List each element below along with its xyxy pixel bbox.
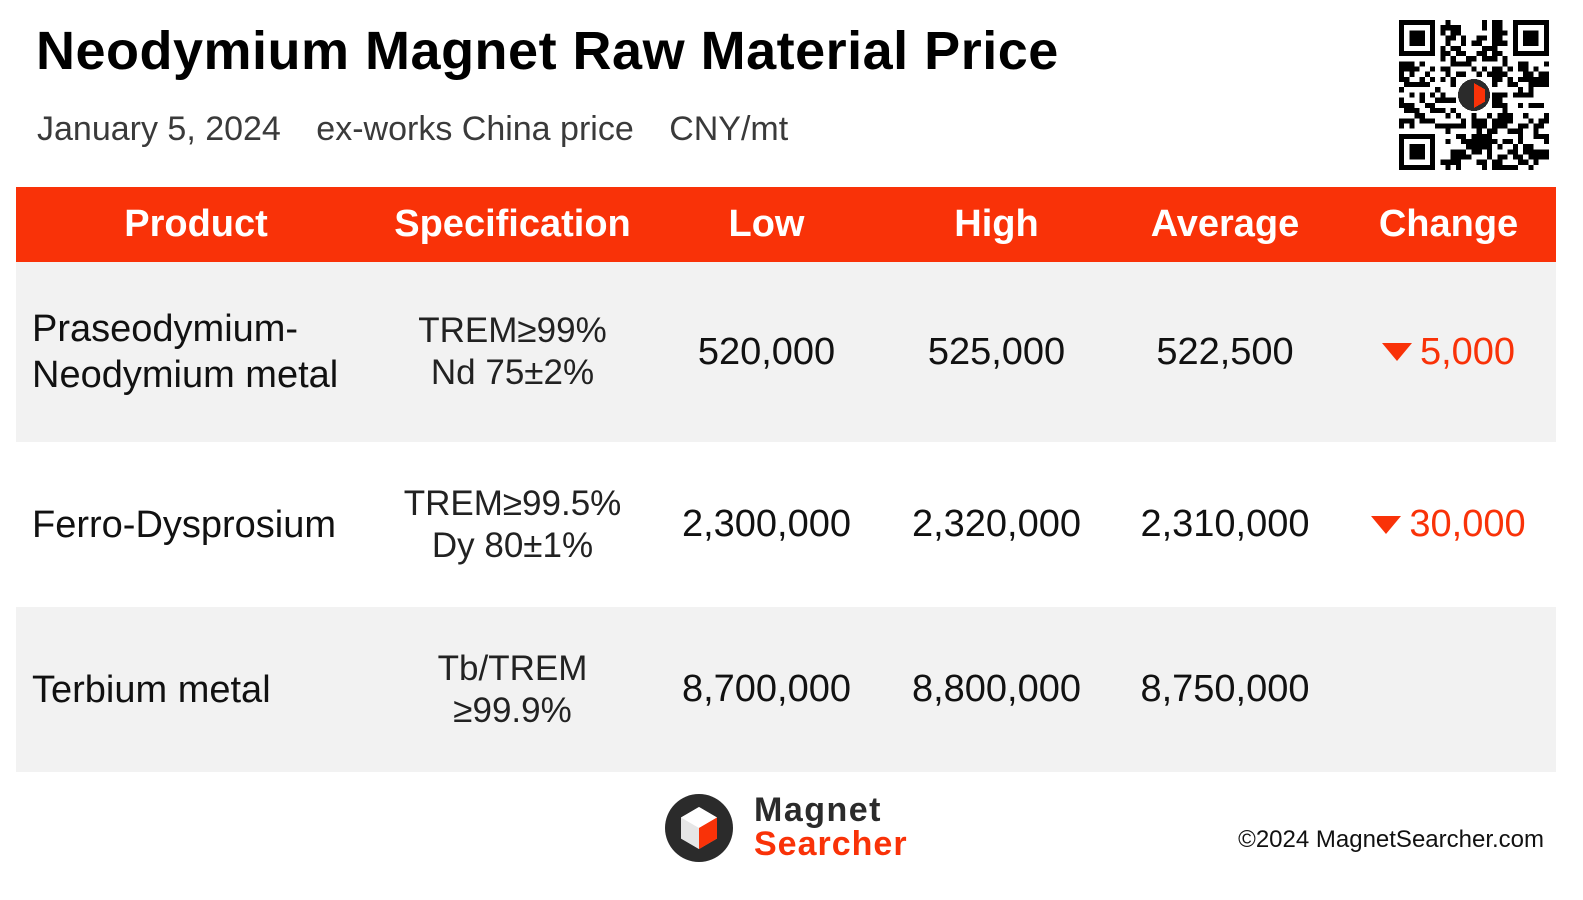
triangle-down-icon xyxy=(1381,343,1412,361)
page-title: Neodymium Magnet Raw Material Price xyxy=(36,21,1059,81)
table-header: Product Specification Low High Average C… xyxy=(16,187,1556,262)
price-low: 520,000 xyxy=(697,330,836,373)
magnet-searcher-logo-icon xyxy=(665,794,733,862)
price-average: 8,750,000 xyxy=(1140,668,1310,710)
product-name: Praseodymium- Neodymium metal xyxy=(32,308,339,396)
price-unit: CNY/mt xyxy=(669,110,789,148)
header-high: High xyxy=(954,203,1039,245)
copyright-text: ©2024 MagnetSearcher.com xyxy=(1238,826,1544,853)
header-change: Change xyxy=(1378,203,1519,245)
product-spec: TREM≥99.5% Dy 80±1% xyxy=(403,483,622,565)
price-average: 522,500 xyxy=(1156,330,1294,373)
header-product: Product xyxy=(124,203,268,245)
qr-code-icon[interactable] xyxy=(1399,20,1549,170)
logo-text-searcher: Searcher xyxy=(754,825,908,863)
product-spec: Tb/TREM ≥99.9% xyxy=(437,648,588,730)
price-basis: ex-works China price xyxy=(316,110,634,148)
table-row: Praseodymium- Neodymium metal TREM≥99% N… xyxy=(16,262,1556,442)
price-change: 30,000 xyxy=(1341,503,1556,546)
table-row: Terbium metal Tb/TREM ≥99.9% 8,700,000 8… xyxy=(16,607,1556,772)
triangle-down-icon xyxy=(1371,515,1402,534)
price-average: 2,310,000 xyxy=(1140,503,1310,545)
header-specification: Specification xyxy=(394,203,631,245)
table-row: Ferro-Dysprosium TREM≥99.5% Dy 80±1% 2,3… xyxy=(16,442,1556,607)
page-subtitle: January 5, 2024 ex-works China price CNY… xyxy=(37,110,814,149)
brand-logo[interactable]: Magnet Searcher xyxy=(664,791,944,865)
price-high: 525,000 xyxy=(927,330,1066,373)
price-table: Product Specification Low High Average C… xyxy=(16,187,1556,772)
header-average: Average xyxy=(1150,203,1300,245)
logo-text-magnet: Magnet xyxy=(754,791,882,829)
price-change: 5,000 xyxy=(1341,331,1556,374)
header-low: Low xyxy=(728,203,805,245)
product-name: Ferro-Dysprosium xyxy=(32,503,337,546)
price-high: 8,800,000 xyxy=(911,668,1082,710)
product-spec: TREM≥99% Nd 75±2% xyxy=(418,311,607,392)
price-high: 2,320,000 xyxy=(911,503,1082,545)
price-low: 8,700,000 xyxy=(681,668,852,710)
product-name: Terbium metal xyxy=(32,668,271,711)
price-low: 2,300,000 xyxy=(681,503,852,545)
price-date: January 5, 2024 xyxy=(37,110,281,148)
